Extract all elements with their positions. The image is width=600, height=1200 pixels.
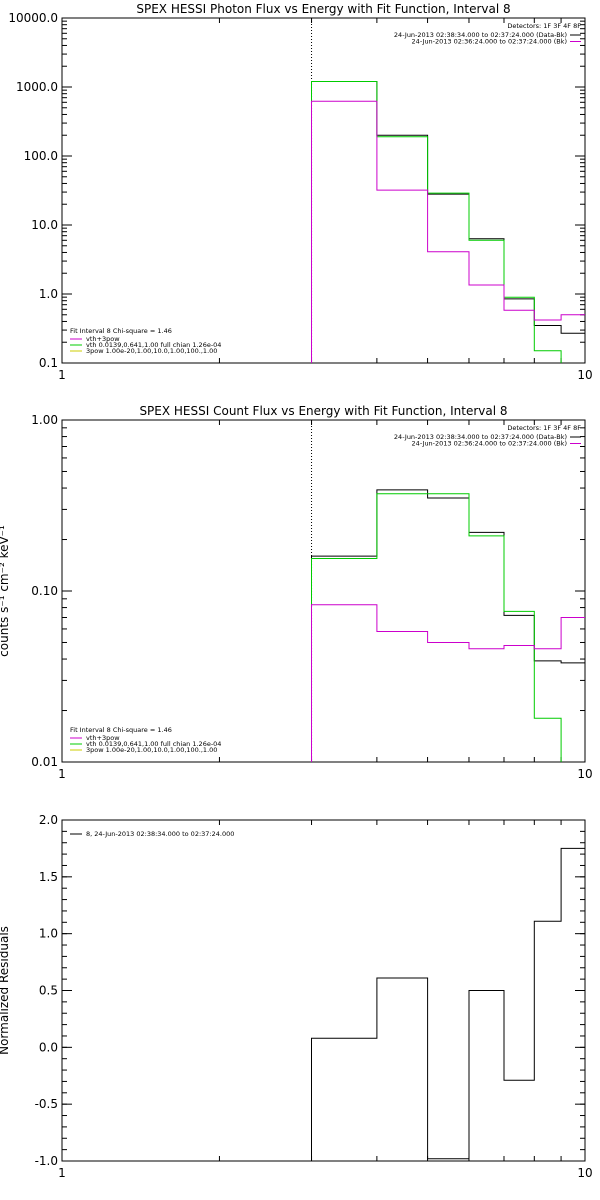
resid-plot-frame: [61, 819, 586, 1162]
count-fit-stats-label: Fit Interval 8 Chi-square = 1.46: [70, 726, 172, 734]
count-y-tick-label: 1.00: [31, 413, 58, 427]
count-legend-bottom-item: vth 0.0139,0.641,1.00 full chian 1.26e-0…: [86, 740, 221, 748]
count-series-total-line: [311, 493, 562, 762]
resid-x-tick-label: 10: [577, 1166, 592, 1180]
photon-series-model-line: [311, 100, 585, 363]
photon-panel: SPEX HESSI Photon Flux vs Energy with Fi…: [8, 2, 592, 382]
resid-y-tick-label: 1.0: [39, 927, 58, 941]
resid-panel: Normalized Residuals 1 10 -1.0 -0.5 0.0 0.5 1.0…: [0, 813, 593, 1180]
photon-series-total-line: [311, 81, 562, 363]
photon-plot-frame: [61, 17, 586, 364]
photon-title: SPEX HESSI Photon Flux vs Energy with Fi…: [136, 2, 510, 16]
resid-y-tick-label: -1.0: [35, 1154, 58, 1168]
resid-x-tick-label: 1: [58, 1166, 66, 1180]
photon-y-tick-label: 10.0: [31, 218, 58, 232]
count-legend-bottom-item: 3pow 1.00e-20,1.00,10.0,1.00,100.,1.00: [86, 746, 217, 754]
count-legend-top-item: 24-Jun-2013 02:36:24.000 to 02:37:24.000…: [412, 440, 567, 448]
count-legend-bottom-item: vth+3pow: [86, 734, 120, 742]
count-detectors-label: Detectors: 1F 3F 4F 8F: [507, 424, 581, 432]
photon-x-tick-label: 1: [58, 368, 66, 382]
photon-detectors-label: Detectors: 1F 3F 4F 8F: [507, 22, 581, 30]
resid-y-tick-label: -0.5: [35, 1097, 58, 1111]
count-panel: SPEX HESSI Count Flux vs Energy with Fit…: [0, 404, 593, 781]
photon-y-tick-label: 1000.0: [16, 80, 58, 94]
count-title: SPEX HESSI Count Flux vs Energy with Fit…: [139, 404, 507, 418]
photon-legend-top-item: 24-Jun-2013 02:38:34.000 to 02:37:24.000…: [394, 31, 567, 39]
count-x-tick-label: 10: [577, 767, 592, 781]
photon-y-tick-label: 1.0: [39, 287, 58, 301]
count-series-group: [311, 489, 585, 762]
resid-y-tick-label: 0.5: [39, 984, 58, 998]
resid-y-axis-label: Normalized Residuals: [0, 926, 11, 1055]
count-x-tick-label: 1: [58, 767, 66, 781]
resid-legend-item: 8, 24-Jun-2013 02:38:34.000 to 02:37:24.…: [86, 830, 234, 838]
count-series-model-line: [311, 604, 585, 762]
photon-series-group: [311, 81, 585, 363]
photon-y-tick-label: 0.1: [39, 356, 58, 370]
count-legend-top-item: 24-Jun-2013 02:38:34.000 to 02:37:24.000…: [394, 433, 567, 441]
photon-legend-bottom-item: vth 0.0139,0.641,1.00 full chian 1.26e-0…: [86, 341, 221, 349]
photon-x-tick-label: 10: [577, 368, 592, 382]
count-y-tick-label: 0.01: [31, 755, 58, 769]
count-y-axis-label: counts s⁻¹ cm⁻² keV⁻¹: [0, 525, 11, 657]
photon-legend-top-item: 24-Jun-2013 02:36:24.000 to 02:37:24.000…: [412, 38, 567, 46]
photon-legend-bottom-item: 3pow 1.00e-20,1.00,10.0,1.00,100.,1.00: [86, 347, 217, 355]
photon-y-tick-label: 100.0: [24, 149, 58, 163]
resid-y-tick-label: 1.5: [39, 870, 58, 884]
resid-series-data-line: [311, 847, 585, 1161]
resid-series-group: [311, 847, 585, 1161]
count-series-data-line: [311, 489, 585, 762]
resid-y-tick-label: 2.0: [39, 813, 58, 827]
resid-y-tick-label: 0.0: [39, 1040, 58, 1054]
photon-legend-bottom-item: vth+3pow: [86, 335, 120, 343]
count-y-tick-label: 0.10: [31, 584, 58, 598]
photon-series-data-line: [311, 81, 585, 363]
photon-y-tick-label: 10000.0: [8, 11, 58, 25]
photon-fit-stats-label: Fit Interval 8 Chi-square = 1.46: [70, 327, 172, 335]
count-plot-frame: [61, 419, 586, 763]
